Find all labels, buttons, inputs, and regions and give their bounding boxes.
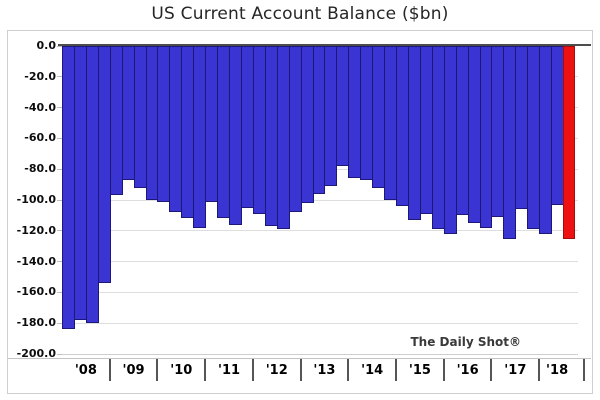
y-axis-label: -20.0 <box>24 69 56 83</box>
plot-area <box>62 46 576 354</box>
x-axis-tick <box>156 359 159 381</box>
x-axis-label: '09 <box>122 363 145 378</box>
y-axis-tick <box>57 291 62 293</box>
gridline <box>62 199 578 201</box>
y-axis-tick <box>57 107 62 109</box>
x-axis-label: '12 <box>265 363 288 378</box>
source-label: The Daily Shot® <box>410 335 522 349</box>
y-axis-label: -40.0 <box>24 100 56 114</box>
y-axis-label: -80.0 <box>24 162 56 176</box>
y-axis-label: -100.0 <box>16 193 56 206</box>
x-axis-label: '13 <box>313 363 336 378</box>
y-axis-tick <box>57 168 62 170</box>
y-axis-tick <box>57 45 62 47</box>
x-axis-label: '17 <box>504 363 527 378</box>
x-axis-tick <box>108 359 111 381</box>
chart-panel-frame <box>7 30 593 394</box>
x-axis-tick <box>204 359 207 381</box>
x-axis-label: '15 <box>408 363 431 378</box>
y-axis-label: -60.0 <box>24 131 56 145</box>
x-axis-tick <box>299 359 302 381</box>
y-axis-tick <box>57 76 62 78</box>
y-axis-tick <box>57 137 62 139</box>
gridline <box>62 230 578 232</box>
y-axis-label: -160.0 <box>16 285 56 299</box>
x-axis-tick <box>538 359 541 381</box>
x-axis-tick <box>442 359 445 381</box>
x-axis-label: '14 <box>361 363 384 378</box>
bar-highlighted <box>563 46 576 239</box>
gridline <box>62 261 578 263</box>
y-axis-tick <box>57 353 62 355</box>
x-axis-tick <box>395 359 398 381</box>
x-axis-tick <box>583 359 585 381</box>
x-axis-label: '16 <box>456 363 479 378</box>
x-axis-line <box>8 358 591 359</box>
gridline <box>62 353 578 355</box>
x-axis-tick <box>490 359 493 381</box>
y-axis-label: -140.0 <box>16 254 56 268</box>
y-axis-tick <box>57 199 62 201</box>
y-axis-label: -120.0 <box>16 223 56 237</box>
x-axis-label: '10 <box>170 363 193 378</box>
y-axis-tick <box>57 322 62 324</box>
page-title: US Current Account Balance ($bn) <box>151 4 449 24</box>
x-axis-label: '08 <box>74 363 97 378</box>
y-axis-label: 0.0 <box>36 39 57 52</box>
gridline <box>62 322 578 324</box>
zero-axis-line <box>58 44 591 46</box>
y-axis-tick <box>57 261 62 263</box>
y-axis-label: -180.0 <box>16 316 56 330</box>
x-axis-tick <box>347 359 350 381</box>
x-axis-tick <box>251 359 254 381</box>
x-axis-label: '18 <box>546 363 569 378</box>
gridline <box>62 291 578 293</box>
x-axis-label: '11 <box>217 363 241 378</box>
y-axis-label: -200.0 <box>16 347 56 360</box>
y-axis-tick <box>57 230 62 232</box>
